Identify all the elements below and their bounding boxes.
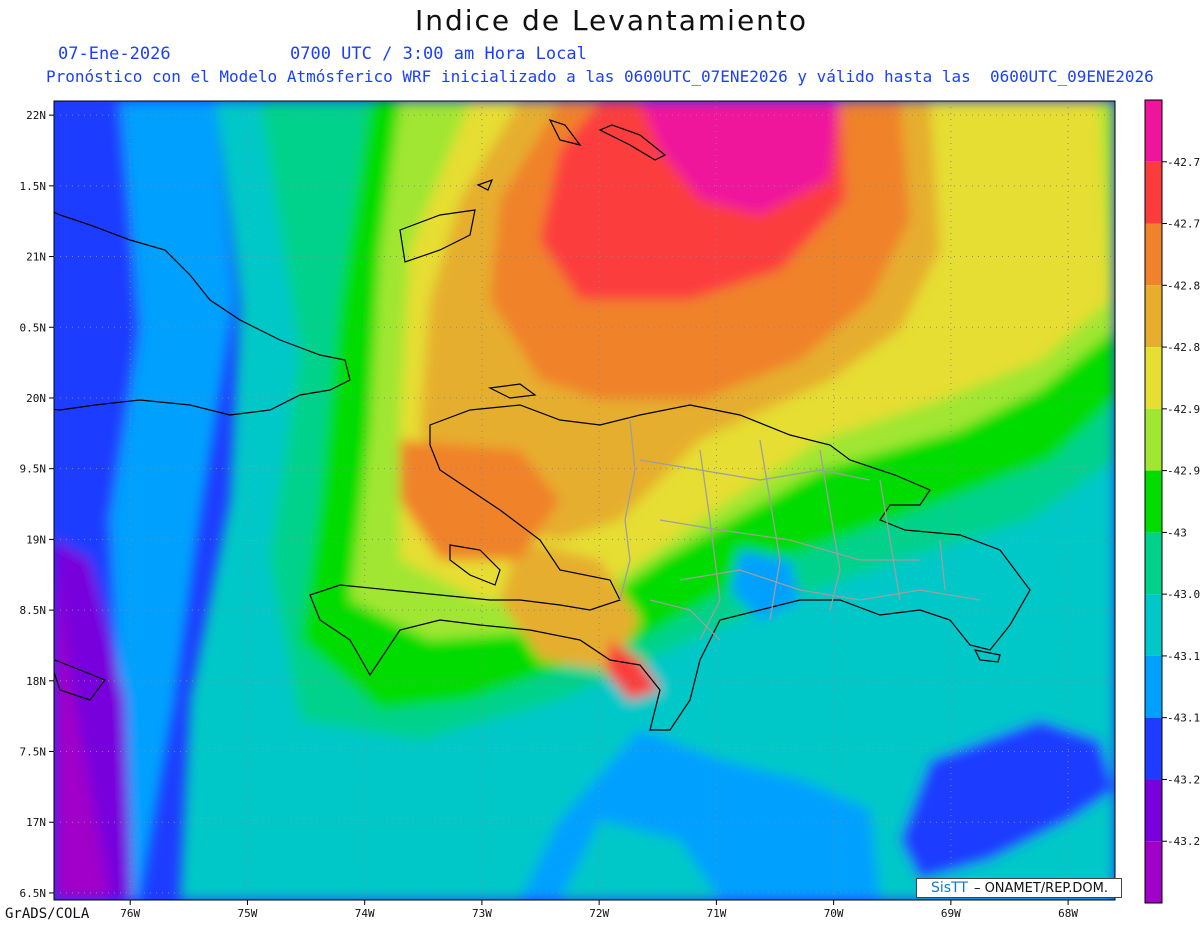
lon-tick-label: 73W — [472, 907, 492, 920]
sistt-mark: SisTT — [931, 880, 968, 896]
lon-tick-label: 68W — [1058, 907, 1078, 920]
model-subtitle: Pronóstico con el Modelo Atmósferico WRF… — [46, 67, 1154, 86]
lon-tick-label: 72W — [589, 907, 609, 920]
legend-label: -43 — [1167, 526, 1187, 539]
forecast-date: 07-Ene-2026 — [58, 44, 171, 64]
legend-swatch — [1145, 408, 1162, 471]
lat-tick-label: 21N — [26, 251, 46, 264]
legend-swatch — [1145, 655, 1162, 718]
lat-tick-label: 20N — [26, 392, 46, 405]
onamet-text: – ONAMET/REP.DOM. — [973, 880, 1108, 896]
province-boundaries — [619, 419, 981, 641]
lat-tick-label: 17N — [26, 816, 46, 829]
coastlines — [54, 118, 1031, 731]
legend-frame — [1144, 99, 1163, 904]
longitude-ticks: 76W 75W 74W 73W 72W 71W 70W 69W 68W — [120, 900, 1078, 920]
legend-swatch — [1145, 841, 1162, 903]
lon-tick-label: 71W — [706, 907, 726, 920]
onamet-logo: SisTT – ONAMET/REP.DOM. — [916, 878, 1122, 898]
legend-swatch — [1145, 594, 1162, 656]
plot-frame — [53, 100, 1116, 901]
legend-swatch — [1145, 285, 1162, 348]
legend-swatch — [1145, 470, 1162, 533]
lat-tick-label: 18N — [26, 675, 46, 688]
latitude-ticks: 22N 1.5N 21N 0.5N 20N 9.5N 19N 8.5N 18N 7.5N 17N 6.… — [20, 109, 54, 900]
legend-label: -43.0 — [1167, 588, 1200, 601]
lat-tick-label: 6.5N — [20, 887, 47, 900]
legend-swatch — [1145, 532, 1162, 595]
map-title: Indice de Levantamiento — [414, 4, 809, 37]
lon-tick-label: 69W — [941, 907, 961, 920]
legend-swatch — [1145, 161, 1162, 224]
legend-label: -42.7 — [1167, 218, 1200, 231]
lon-tick-label: 75W — [238, 907, 258, 920]
legend-label: -42.7 — [1167, 156, 1200, 169]
legend-label: -42.9 — [1167, 465, 1200, 478]
lat-tick-label: 19N — [26, 533, 46, 546]
lat-tick-label: 0.5N — [20, 321, 47, 334]
forecast-time: 0700 UTC / 3:00 am Hora Local — [290, 44, 587, 64]
shaded-field — [54, 101, 1115, 900]
legend-label: -43.1 — [1167, 712, 1200, 725]
lon-tick-label: 74W — [355, 907, 375, 920]
lat-tick-label: 8.5N — [20, 604, 47, 617]
legend-swatch — [1145, 347, 1162, 409]
lon-tick-label: 76W — [120, 907, 140, 920]
legend-label: -43.2 — [1167, 773, 1200, 786]
legend-label: -43.2 — [1167, 835, 1200, 848]
lat-tick-label: 22N — [26, 109, 46, 122]
grads-credit: GrADS/COLA — [5, 906, 90, 922]
legend-swatch — [1145, 223, 1162, 286]
legend-label: -42.8 — [1167, 279, 1200, 292]
color-legend: -42.7 -42.7 -42.8 -42.8 -42.9 -42.9 -43 -43.0 -4… — [1144, 99, 1200, 904]
legend-swatch — [1145, 717, 1162, 780]
lon-tick-label: 70W — [824, 907, 844, 920]
lat-tick-label: 9.5N — [20, 463, 47, 476]
legend-label: -43.1 — [1167, 650, 1200, 663]
legend-swatch — [1145, 779, 1162, 842]
legend-label: -42.9 — [1167, 403, 1200, 416]
legend-swatch — [1145, 100, 1162, 162]
lat-tick-label: 1.5N — [20, 180, 47, 193]
lat-tick-label: 7.5N — [20, 746, 47, 759]
legend-label: -42.8 — [1167, 341, 1200, 354]
